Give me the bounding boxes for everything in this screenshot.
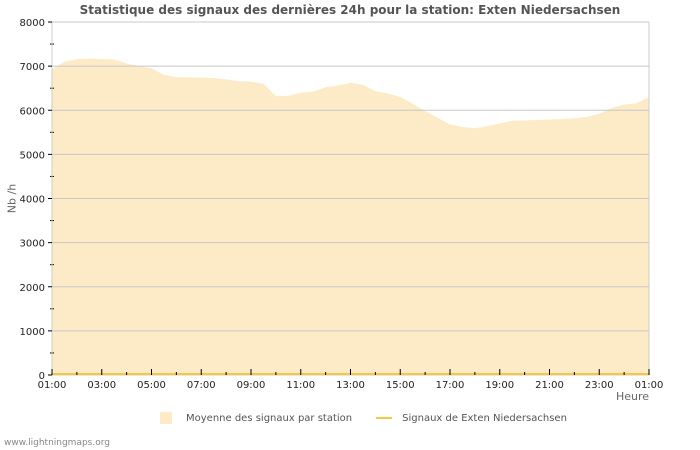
x-tick-label: 19:00 — [485, 380, 514, 391]
y-tick-label: 1000 — [20, 327, 45, 338]
y-tick-label: 0 — [39, 371, 45, 382]
y-tick-label: 2000 — [20, 283, 45, 294]
legend: Moyenne des signaux par station Signaux … — [160, 412, 567, 424]
y-tick-label: 4000 — [20, 195, 45, 206]
x-tick-label: 21:00 — [535, 380, 564, 391]
legend-line-swatch — [376, 417, 393, 419]
x-tick-label: 11:00 — [286, 380, 315, 391]
y-tick-label: 8000 — [20, 18, 45, 29]
y-tick-label: 7000 — [20, 62, 45, 73]
x-tick-label: 01:00 — [635, 380, 664, 391]
series-area-average — [52, 58, 649, 375]
y-axis-label: Nb /h — [5, 183, 19, 214]
footer-credit: www.lightningmaps.org — [4, 438, 110, 448]
x-tick-label: 17:00 — [436, 380, 465, 391]
x-tick-label: 13:00 — [336, 380, 365, 391]
y-tick-label: 6000 — [20, 106, 45, 117]
legend-item-station: Signaux de Exten Niedersachsen — [402, 412, 567, 424]
x-tick-label: 07:00 — [187, 380, 216, 391]
legend-area-swatch — [160, 412, 172, 424]
y-tick-label: 3000 — [20, 239, 45, 250]
x-tick-label: 01:00 — [38, 380, 67, 391]
x-tick-label: 23:00 — [585, 380, 614, 391]
legend-item-average: Moyenne des signaux par station — [186, 412, 353, 424]
chart-title: Statistique des signaux des dernières 24… — [79, 3, 621, 17]
x-tick-label: 03:00 — [87, 380, 116, 391]
x-axis-label: Heure — [616, 390, 650, 403]
x-tick-label: 05:00 — [137, 380, 166, 391]
x-tick-label: 15:00 — [386, 380, 415, 391]
y-tick-label: 5000 — [20, 150, 45, 161]
x-tick-label: 09:00 — [237, 380, 266, 391]
